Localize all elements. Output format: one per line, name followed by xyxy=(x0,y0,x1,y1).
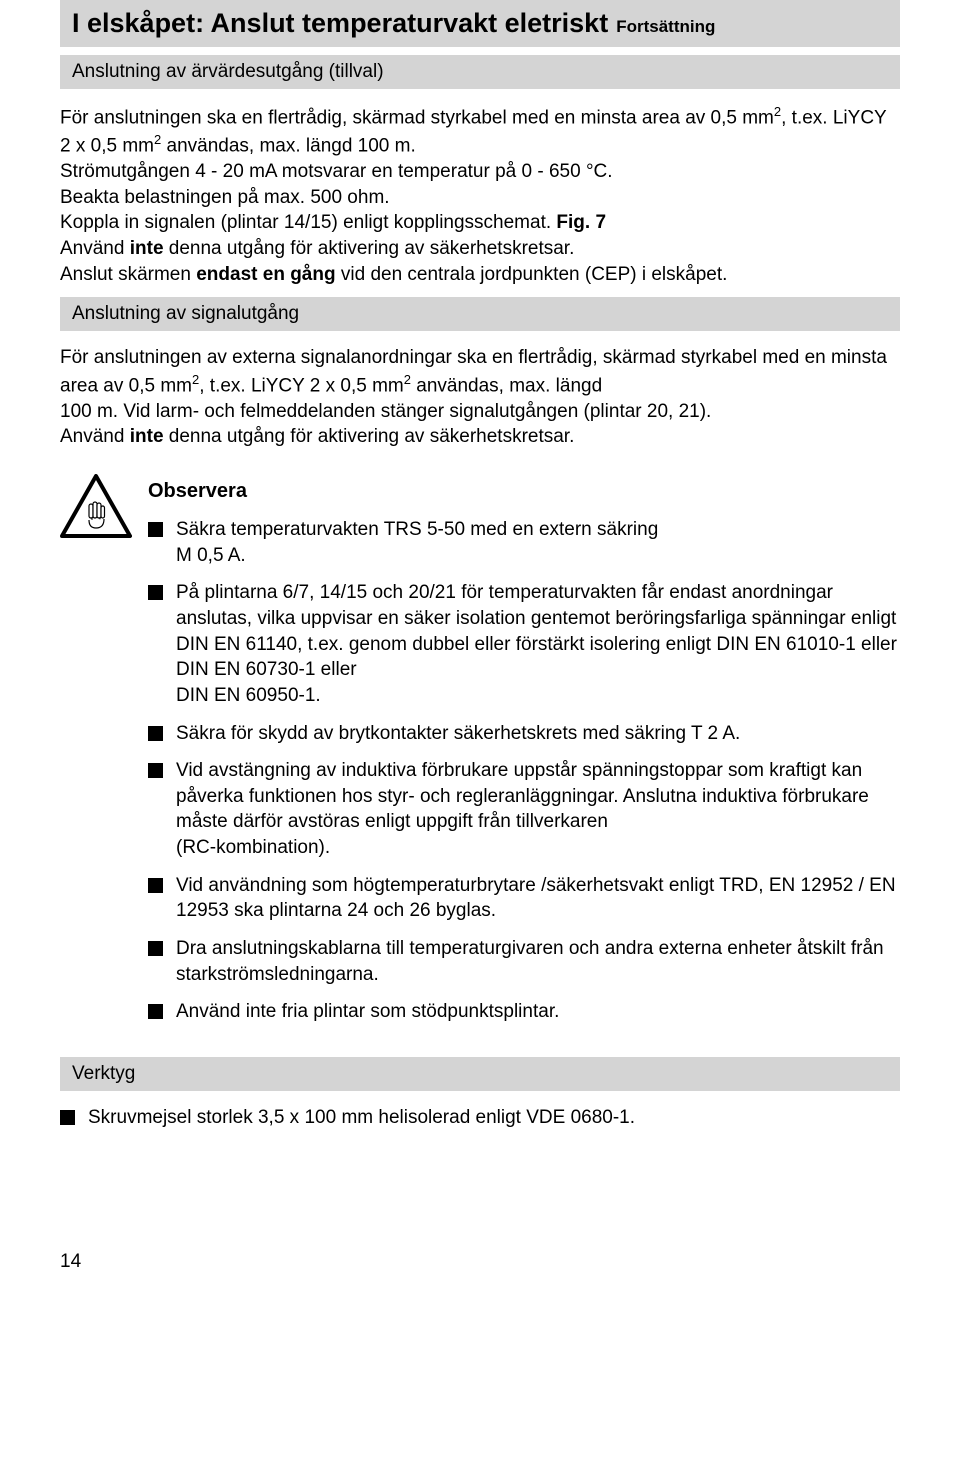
text: Använd xyxy=(60,426,130,447)
section1-p5: Använd inte denna utgång för aktivering … xyxy=(60,236,900,262)
verktyg-item: Skruvmejsel storlek 3,5 x 100 mm helisol… xyxy=(60,1105,900,1131)
section-header-verktyg: Verktyg xyxy=(60,1057,900,1091)
text: Anslut skärmen xyxy=(60,264,196,285)
text: vid den centrala jordpunkten (CEP) i els… xyxy=(336,264,728,285)
text: Använd xyxy=(60,238,130,259)
observera-block: Observera Säkra temperaturvakten TRS 5-5… xyxy=(60,474,900,1037)
verktyg-list: Skruvmejsel storlek 3,5 x 100 mm helisol… xyxy=(60,1105,900,1131)
section2-p2: 100 m. Vid larm- och felmeddelanden stän… xyxy=(60,399,900,425)
text: För anslutningen ska en flertrådig, skär… xyxy=(60,107,774,128)
observera-title: Observera xyxy=(148,480,900,503)
text: denna utgång för aktivering av säkerhets… xyxy=(164,426,575,447)
section1-p4: Koppla in signalen (plintar 14/15) enlig… xyxy=(60,210,900,236)
text: användas, max. längd xyxy=(411,375,602,396)
observera-list: Säkra temperaturvakten TRS 5-50 med en e… xyxy=(148,517,900,1025)
text: användas, max. längd 100 m. xyxy=(161,135,416,156)
section1-p6: Anslut skärmen endast en gång vid den ce… xyxy=(60,262,900,288)
section1-body: För anslutningen ska en flertrådig, skär… xyxy=(60,103,900,287)
section2-p1: För anslutningen av externa signalanordn… xyxy=(60,345,900,399)
section2-body: För anslutningen av externa signalanordn… xyxy=(60,345,900,450)
observera-item: Säkra för skydd av brytkontakter säkerhe… xyxy=(148,721,900,747)
emphasis: endast en gång xyxy=(196,264,335,285)
observera-item: Vid användning som högtemperaturbrytare … xyxy=(148,873,900,924)
observera-content: Observera Säkra temperaturvakten TRS 5-5… xyxy=(148,474,900,1037)
observera-item: Vid avstängning av induktiva förbrukare … xyxy=(148,758,900,861)
text: , t.ex. LiYCY 2 x 0,5 mm xyxy=(199,375,404,396)
section-header-arvardesutgang: Anslutning av ärvärdesutgång (tillval) xyxy=(60,55,900,89)
section1-p1: För anslutningen ska en flertrådig, skär… xyxy=(60,103,900,159)
observera-item: På plintarna 6/7, 14/15 och 20/21 för te… xyxy=(148,580,900,708)
section2-p3: Använd inte denna utgång för aktivering … xyxy=(60,424,900,450)
emphasis: inte xyxy=(130,426,164,447)
page-title-bar: I elskåpet: Anslut temperaturvakt eletri… xyxy=(60,0,900,47)
document-page: I elskåpet: Anslut temperaturvakt eletri… xyxy=(0,0,960,1313)
emphasis: inte xyxy=(130,238,164,259)
section-header-signalutgang: Anslutning av signalutgång xyxy=(60,297,900,331)
section1-p2: Strömutgången 4 - 20 mA motsvarar en tem… xyxy=(60,159,900,185)
text: denna utgång för aktivering av säkerhets… xyxy=(164,238,575,259)
section1-p3: Beakta belastningen på max. 500 ohm. xyxy=(60,185,900,211)
text: Koppla in signalen (plintar 14/15) enlig… xyxy=(60,212,556,233)
page-number: 14 xyxy=(60,1251,900,1273)
superscript: 2 xyxy=(404,372,411,387)
observera-item: Använd inte fria plintar som stödpunktsp… xyxy=(148,999,900,1025)
figure-ref: Fig. 7 xyxy=(556,212,606,233)
observera-item: Säkra temperaturvakten TRS 5-50 med en e… xyxy=(148,517,900,568)
page-title-continuation: Fortsättning xyxy=(616,17,715,37)
observera-item: Dra anslutningskablarna till temperaturg… xyxy=(148,936,900,987)
warning-hand-icon xyxy=(60,474,132,538)
page-title: I elskåpet: Anslut temperaturvakt eletri… xyxy=(72,8,608,39)
